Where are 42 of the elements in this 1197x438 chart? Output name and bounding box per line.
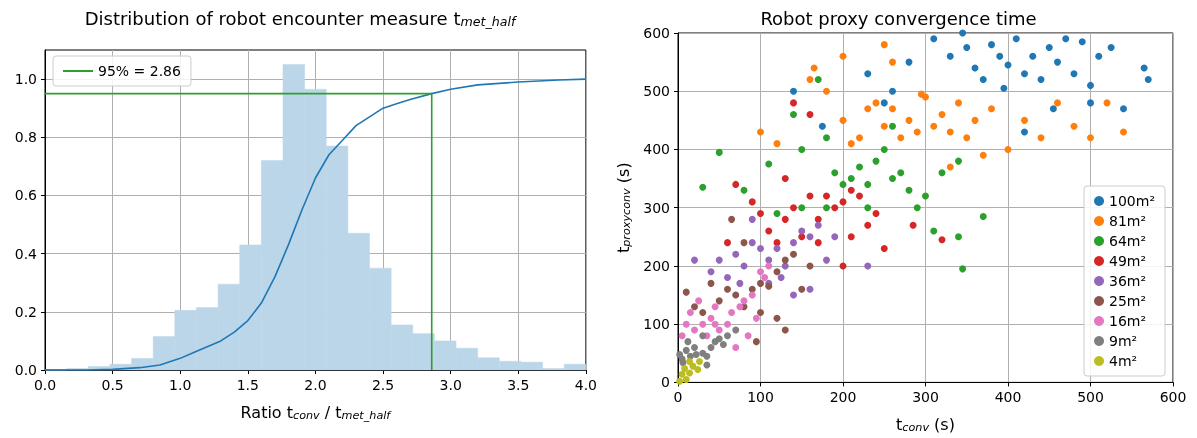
- legend-label: 4m²: [1109, 353, 1138, 369]
- y-tick-label: 0.2: [14, 303, 37, 320]
- x-tick-label: 1.0: [169, 377, 192, 393]
- x-tick-label: 600: [1159, 389, 1187, 406]
- x-tick-label: 3.5: [507, 377, 530, 393]
- x-tick-label: 0: [673, 389, 683, 406]
- y-tick-label: 0.0: [14, 362, 37, 378]
- y-tick-label: 400: [643, 141, 670, 158]
- x-axis-title: tconv (s): [896, 415, 955, 435]
- y-tick-label: 200: [643, 257, 670, 274]
- x-tick-label: 2.0: [304, 377, 327, 393]
- x-tick-label: 400: [994, 389, 1022, 406]
- x-tick-label: 1.5: [236, 377, 259, 393]
- y-tick-label: 300: [643, 199, 670, 216]
- y-tick-label: 0.6: [14, 187, 38, 204]
- x-tick-label: 3.0: [439, 377, 462, 393]
- x-tick-label: 200: [829, 389, 857, 406]
- legend-label: 81m²: [1109, 213, 1147, 229]
- y-tick-label: 1.0: [14, 71, 37, 88]
- y-tick-label: 600: [643, 25, 670, 41]
- legend-label: 36m²: [1109, 273, 1147, 289]
- legend-label: 9m²: [1109, 333, 1138, 349]
- x-tick-label: 2.5: [371, 377, 395, 393]
- x-tick-label: 0.0: [33, 377, 57, 393]
- chart-title: Robot proxy convergence time: [760, 7, 1037, 29]
- legend-label: 16m²: [1109, 313, 1147, 329]
- x-tick-label: 4.0: [574, 377, 597, 393]
- legend-label: 25m²: [1109, 293, 1147, 309]
- x-tick-label: 0.5: [101, 377, 124, 393]
- chart-title: Distribution of robot encounter measure tmet_half: [84, 8, 518, 30]
- legend-label: 100m²: [1109, 193, 1156, 209]
- y-tick-label: 0.8: [14, 129, 37, 146]
- legend-label: 95% = 2.86: [98, 63, 182, 79]
- legend-label: 64m²: [1109, 233, 1147, 249]
- y-tick-label: 100: [643, 316, 670, 333]
- x-axis-title: Ratio tconv / tmet_half: [240, 402, 393, 422]
- x-tick-label: 500: [1077, 389, 1104, 406]
- y-tick-label: 0.4: [14, 245, 38, 262]
- x-tick-label: 100: [747, 389, 774, 406]
- legend-label: 49m²: [1109, 253, 1147, 269]
- x-tick-label: 300: [912, 389, 939, 406]
- y-tick-label: 500: [643, 83, 670, 100]
